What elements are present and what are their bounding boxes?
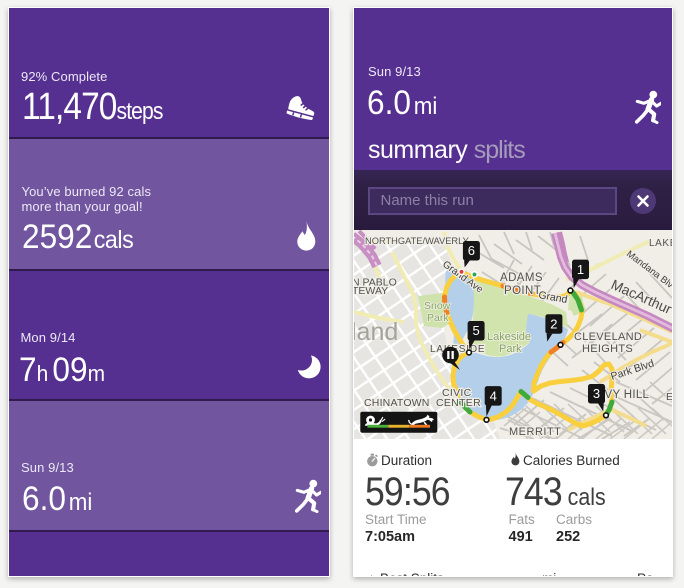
svg-text:CIVIC: CIVIC [442,387,472,399]
svg-text:N PABLO: N PABLO [354,277,397,289]
svg-text:Lakeside: Lakeside [487,331,531,343]
svg-text:4: 4 [490,388,497,403]
svg-text:E: E [666,391,672,403]
svg-text:Park: Park [499,343,522,355]
svg-text:3: 3 [593,386,600,401]
svg-text:CHINATOWN: CHINATOWN [364,397,430,409]
svg-text:5: 5 [472,323,479,338]
svg-text:Snow: Snow [424,300,451,312]
svg-text:LAKES: LAKES [649,238,672,249]
svg-text:CENTER: CENTER [436,397,481,409]
svg-text:6: 6 [468,243,475,258]
svg-text:NORTHGATE/WAVERLY: NORTHGATE/WAVERLY [365,236,469,246]
svg-text:CLEVELAND: CLEVELAND [574,331,642,343]
svg-text:Park: Park [427,312,449,324]
svg-text:POINT: POINT [504,285,541,297]
svg-text:HEIGHTS: HEIGHTS [582,343,633,355]
svg-text:1: 1 [577,262,584,277]
svg-text:MERRITT: MERRITT [509,426,561,438]
svg-text:2: 2 [550,316,557,331]
svg-text:land: land [354,318,398,346]
svg-text:ADAMS: ADAMS [500,272,543,284]
svg-text:TEWAY: TEWAY [354,285,388,297]
svg-text:IVY HILL: IVY HILL [601,389,650,401]
